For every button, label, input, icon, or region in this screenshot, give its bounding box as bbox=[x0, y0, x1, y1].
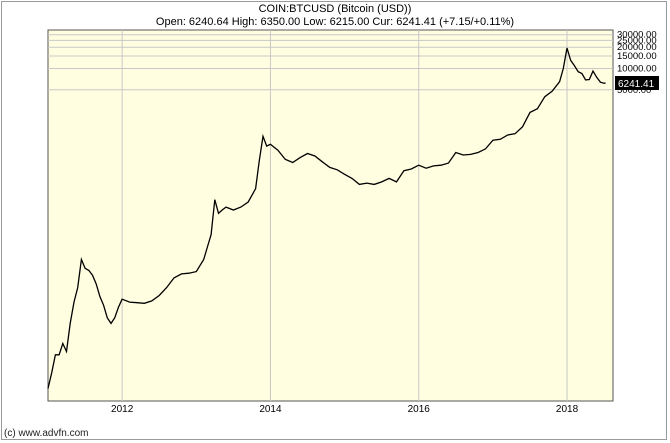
price-series-line bbox=[47, 47, 606, 389]
x-tick-label: 2016 bbox=[408, 404, 431, 415]
source-credit: (c) www.advfn.com bbox=[4, 428, 89, 439]
plot-area bbox=[47, 29, 614, 402]
y-tick-label: 20000.00 bbox=[617, 42, 657, 53]
y-tick-label: 15000.00 bbox=[617, 51, 657, 62]
x-tick-label: 2018 bbox=[556, 404, 579, 415]
price-tag-box bbox=[615, 75, 659, 90]
y-tick-label: 30000.00 bbox=[617, 30, 657, 41]
y-axis-labels: 30000.0025000.0020000.0015000.0010000.00… bbox=[617, 30, 657, 96]
current-price-tag: 6241.41 bbox=[615, 75, 659, 90]
price-tag-label: 6241.41 bbox=[618, 79, 655, 90]
y-tick-label: 10000.00 bbox=[617, 63, 657, 74]
chart-title: COIN:BTCUSD (Bitcoin (USD)) bbox=[258, 3, 412, 15]
y-tick-label: 25000.00 bbox=[617, 35, 657, 46]
x-tick-label: 2014 bbox=[259, 404, 282, 415]
price-summary: Open: 6240.64 High: 6350.00 Low: 6215.00… bbox=[155, 16, 515, 28]
x-axis-labels: 2012 2014 2016 2018 bbox=[111, 404, 579, 415]
y-tick-label: 5000.00 bbox=[617, 85, 651, 96]
x-tick-label: 2012 bbox=[111, 404, 134, 415]
grid-lines bbox=[48, 30, 613, 401]
